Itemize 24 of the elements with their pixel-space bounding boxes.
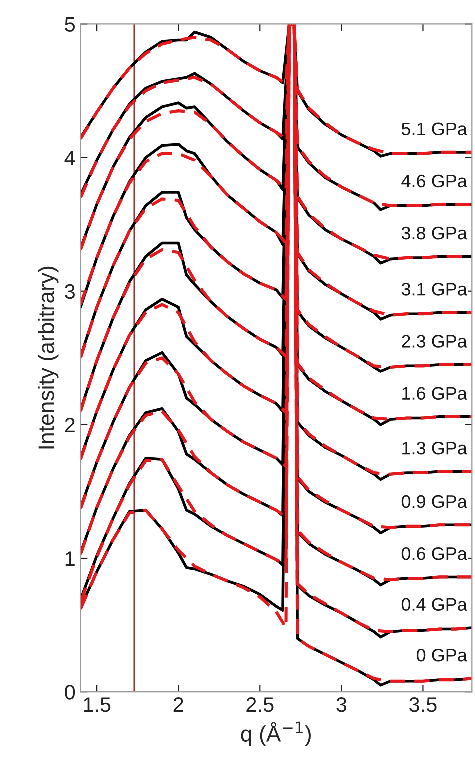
- series-label: 0.6 GPa: [402, 547, 468, 560]
- series-label: 0.9 GPa: [402, 495, 468, 508]
- y-tick-label: 5: [65, 17, 76, 32]
- series-label: 3.1 GPa: [402, 283, 468, 296]
- y-tick-label: 1: [66, 552, 75, 566]
- x-tick-label: 2.5: [246, 697, 274, 712]
- y-tick-label: 0: [65, 685, 76, 700]
- y-axis-title: Intensity (arbitrary): [38, 266, 59, 449]
- series-label: 2.3 GPa: [402, 335, 468, 348]
- series-label: 5.1 GPa: [402, 122, 468, 136]
- series-label: 3.8 GPa: [402, 226, 468, 240]
- x-axis-title: q (Å$^{−1}$): [241, 722, 311, 746]
- y-tick-label: 2: [65, 418, 75, 432]
- x-tick-label: 2: [174, 697, 184, 712]
- x-tick-label: 3.5: [410, 697, 437, 712]
- y-tick-label: 3: [65, 284, 75, 300]
- series-label: 1.3 GPa: [402, 442, 468, 455]
- series-label: 1.6 GPa: [402, 387, 468, 400]
- y-tick-label: 4: [64, 151, 76, 166]
- series-label: 0.4 GPa: [402, 598, 468, 612]
- series-label: 0 GPa: [416, 649, 468, 662]
- x-tick-label: 1.5: [84, 698, 111, 712]
- series-label: 4.6 GPa: [402, 174, 468, 188]
- x-tick-label: 3: [336, 697, 347, 712]
